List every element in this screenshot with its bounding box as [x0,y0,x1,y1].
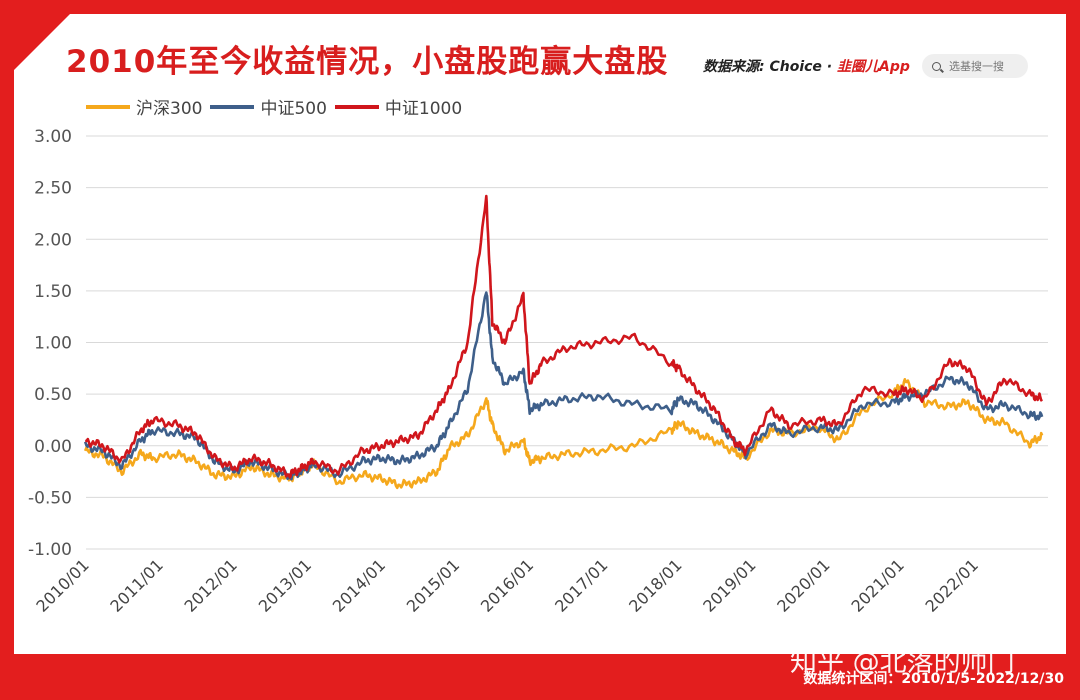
legend-label-zz1000: 中证1000 [384,99,463,119]
legend-item-zz500: 中证500 [210,94,327,119]
x-tick-label: 2019/01 [699,555,759,615]
x-tick-label: 2013/01 [255,555,315,615]
x-tick-label: 2017/01 [551,555,611,615]
legend-item-hs300: 沪深300 [86,94,202,119]
date-range-note: 数据统计区间：2010/1/5-2022/12/30 [803,671,1064,687]
y-tick-label: 2.00 [34,230,72,250]
zhihu-watermark: 知乎 @北落的师门 [790,647,1015,678]
y-tick-label: 1.50 [34,282,72,302]
x-tick-label: 2012/01 [180,555,240,615]
search-box[interactable]: 选基搜一搜 [922,54,1028,78]
chart-panel [14,14,1066,654]
series-line-hs300 [83,378,1044,490]
search-icon [932,61,941,71]
brand-logo-text: 韭圈儿App [837,59,910,75]
y-tick-label: 2.50 [34,179,72,199]
x-tick-label: 2016/01 [477,555,537,615]
legend-swatch-zz500 [210,104,255,109]
x-tick-label: 2010/01 [32,555,92,615]
chart-legend: 沪深300 中证500 中证1000 [86,94,462,119]
y-tick-label: 1.00 [34,334,72,354]
y-tick-label: -1.00 [28,540,72,560]
search-placeholder: 选基搜一搜 [949,60,1004,73]
x-tick-label: 2011/01 [106,555,166,615]
y-tick-label: 3.00 [34,127,72,147]
x-tick-label: 2021/01 [848,555,908,615]
source-prefix: 数据来源: Choice · [703,59,837,75]
x-tick-label: 2020/01 [773,555,833,615]
frame-corner-decoration [0,0,84,84]
series-line-zz1000 [85,194,1044,479]
y-tick-label: 0.50 [34,385,72,405]
data-source-label: 数据来源: Choice · 韭圈儿App [703,56,910,76]
x-tick-label: 2014/01 [329,555,389,615]
chart-title: 2010年至今收益情况，小盘股跑赢大盘股 [66,44,669,80]
legend-item-zz1000: 中证1000 [334,94,463,119]
legend-swatch-hs300 [86,104,130,109]
x-tick-label: 2022/01 [922,555,982,615]
legend-label-zz500: 中证500 [260,99,327,119]
series-line-zz500 [83,291,1044,481]
x-tick-label: 2018/01 [625,555,685,615]
legend-label-hs300: 沪深300 [136,99,203,119]
y-tick-label: 0.00 [34,437,72,457]
x-tick-label: 2015/01 [403,555,463,615]
legend-swatch-zz1000 [334,104,379,109]
y-tick-label: -0.50 [28,488,72,508]
